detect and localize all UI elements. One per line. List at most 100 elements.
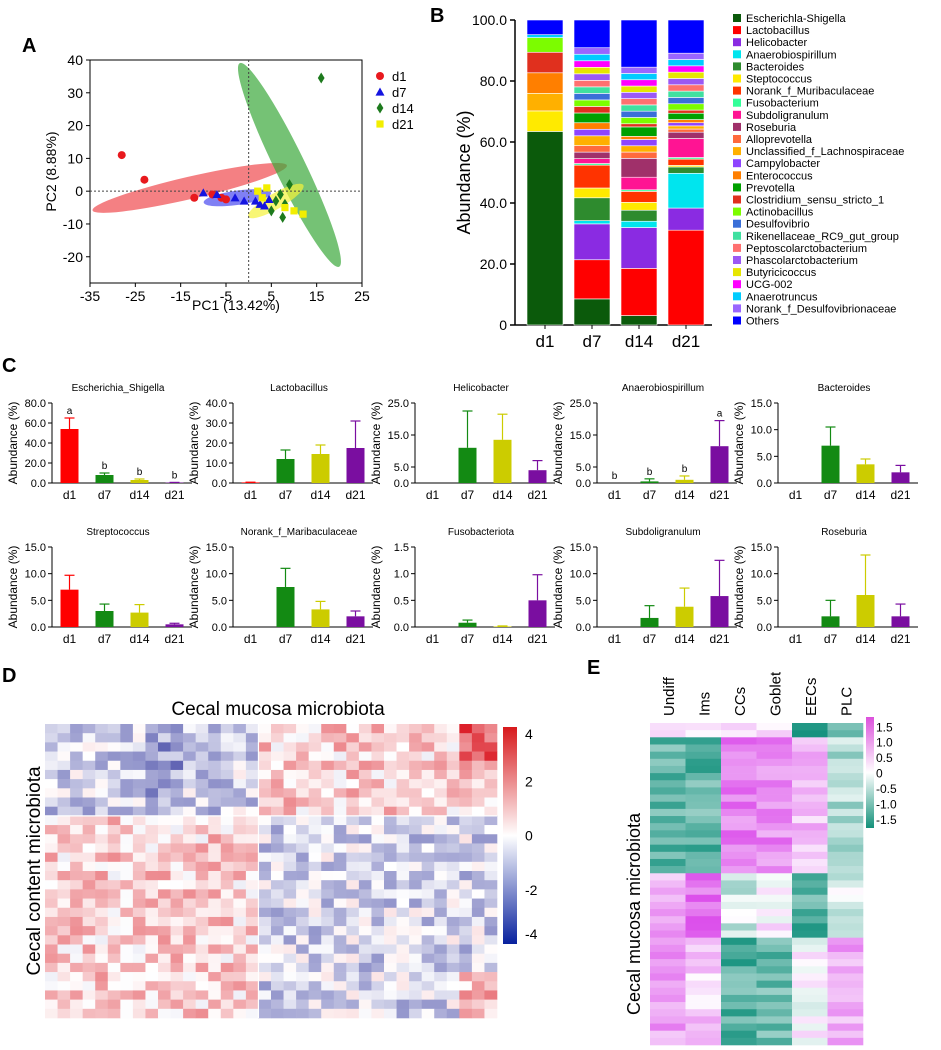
heatmap-cell <box>358 880 372 890</box>
heatmap-cell <box>650 923 686 931</box>
heatmap-cell <box>70 898 83 909</box>
heatmap-cell <box>296 972 309 982</box>
point-d1 <box>117 151 126 160</box>
heatmap-cell <box>95 889 109 899</box>
heatmap-cell <box>245 797 259 807</box>
heatmap-cell <box>95 779 109 789</box>
y-axis-label: Abundance (%) <box>187 546 201 629</box>
heatmap-cell <box>82 742 96 752</box>
heatmap-cell <box>95 760 109 771</box>
heatmap-cell <box>120 907 134 918</box>
heatmap-cell <box>120 1008 134 1019</box>
heatmap-cell <box>396 843 410 853</box>
point-d21 <box>281 203 289 212</box>
heatmap-cell <box>296 834 309 844</box>
heatmap-cell <box>792 909 828 917</box>
heatmap-cell <box>371 981 385 991</box>
heatmap-cell <box>650 801 686 810</box>
heatmap-cell <box>484 797 498 807</box>
heatmap-cell <box>283 751 297 762</box>
heatmap-cell <box>333 926 347 936</box>
legend-swatch <box>733 292 741 301</box>
heatmap-cell <box>396 779 410 789</box>
heatmap-cell <box>132 889 146 899</box>
heatmap-cell <box>45 944 58 954</box>
heatmap-cell <box>421 769 435 780</box>
heatmap-cell <box>233 843 247 853</box>
legend-label: Anaerobiospirillum <box>746 49 837 61</box>
heatmap-cell <box>721 916 757 924</box>
x-tick-label: d21 <box>890 488 910 502</box>
heatmap-cell <box>107 852 121 863</box>
heatmap-cell <box>346 990 360 1000</box>
heatmap-cell <box>220 972 234 982</box>
heatmap-cell <box>57 825 71 835</box>
heatmap-cell <box>409 907 422 918</box>
heatmap-cell <box>321 953 335 964</box>
heatmap-cell <box>792 973 828 981</box>
heatmap-cell <box>484 843 498 853</box>
heatmap-cell <box>120 861 134 872</box>
bar-d7 <box>640 617 659 627</box>
x-tick-label: d21 <box>164 632 184 646</box>
bar-segment-d7 <box>573 128 611 137</box>
heatmap-cell <box>446 797 460 807</box>
heatmap-cell <box>756 873 793 881</box>
heatmap-cell <box>409 742 422 752</box>
heatmap-cell <box>827 966 864 974</box>
heatmap-cell <box>756 973 793 981</box>
heatmap-cell <box>396 769 410 780</box>
heatmap-cell <box>208 760 222 771</box>
heatmap-cell <box>296 788 309 798</box>
heatmap-cell <box>685 830 722 838</box>
heatmap-cell <box>183 779 196 789</box>
bar-segment-d14 <box>620 139 658 147</box>
heatmap-cell <box>145 962 159 973</box>
heatmap-cell <box>650 980 686 989</box>
heatmap-cell <box>471 898 485 909</box>
heatmap-cell <box>57 760 71 771</box>
heatmap-cell <box>333 760 347 771</box>
bar-segment-d14 <box>620 158 658 178</box>
heatmap-cell <box>57 815 71 826</box>
y-tick-label: 15.0 <box>25 542 46 554</box>
legend-swatch <box>733 110 741 119</box>
heatmap-cell <box>245 962 259 973</box>
heatmap-cell <box>183 889 196 899</box>
heatmap-cell <box>45 788 58 798</box>
heatmap-cell <box>271 871 284 881</box>
heatmap-cell <box>82 797 96 807</box>
heatmap-cell <box>220 815 234 826</box>
heatmap-cell <box>95 806 109 817</box>
heatmap-cell <box>446 742 460 752</box>
y-axis-label: Abundance (%) <box>369 546 383 629</box>
heatmap-cell <box>283 981 297 991</box>
heatmap-cell <box>45 981 58 991</box>
heatmap-cell <box>70 825 83 835</box>
x-tick-label: -35 <box>80 288 100 304</box>
heatmap-cell <box>271 889 284 899</box>
heatmap-cell <box>409 815 422 826</box>
heatmap-cell <box>827 780 864 788</box>
heatmap-cell <box>484 889 498 899</box>
bar-segment-d14 <box>620 209 658 222</box>
legend-swatch <box>733 26 741 35</box>
heatmap-cell <box>283 843 297 853</box>
heatmap-cell <box>721 787 757 795</box>
heatmap-cell <box>421 981 435 991</box>
heatmap-cell <box>756 994 793 1003</box>
heatmap-cell <box>296 797 309 807</box>
heatmap-cell <box>258 742 272 752</box>
heatmap-cell <box>57 880 71 890</box>
heatmap-cell <box>471 852 485 863</box>
heatmap-cell <box>346 788 360 798</box>
heatmap-cell <box>358 926 372 936</box>
heatmap-cell <box>721 959 757 967</box>
heatmap-cell <box>245 990 259 1000</box>
heatmap-cell <box>650 866 686 874</box>
legend-label: Bacteroides <box>746 61 805 73</box>
colorbar-tick-label: 0.5 <box>876 751 893 765</box>
heatmap-cell <box>70 1008 83 1019</box>
heatmap-cell <box>409 889 422 899</box>
heatmap-cell <box>358 861 372 872</box>
